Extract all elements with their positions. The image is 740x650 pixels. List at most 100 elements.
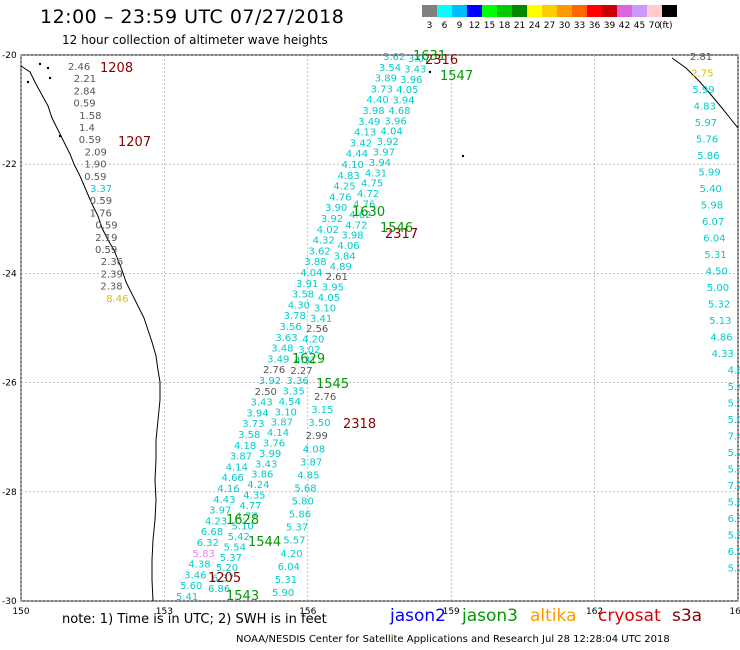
wave-height-value: 3.87: [271, 418, 293, 429]
colorbar-swatch: [527, 5, 542, 17]
lon-tick-label: 159: [443, 607, 460, 617]
pass-time-label: 1547: [440, 69, 473, 84]
wave-height-value: 4.24: [247, 480, 269, 491]
wave-height-value: 3.98: [362, 106, 384, 117]
wave-height-value: 2.27: [290, 366, 312, 377]
pass-time-label: 1546: [380, 221, 413, 236]
wave-height-value: 3.78: [284, 311, 306, 322]
wave-height-value: 3.10: [314, 303, 336, 314]
island-dot: [48, 76, 52, 80]
wave-height-value: 2.21: [74, 74, 96, 85]
colorbar-swatch: [617, 5, 632, 17]
wave-height-value: 5.2: [728, 448, 740, 459]
wave-height-value: 4.13: [354, 128, 376, 139]
colorbar-label: 3: [426, 21, 433, 31]
wave-height-value: 6.32: [197, 538, 219, 549]
wave-height-value: 5.31: [275, 575, 297, 586]
wave-height-value: 4.16: [217, 484, 239, 495]
wave-height-value: 3.62: [383, 52, 405, 63]
lat-tick-label: -30: [2, 597, 17, 607]
wave-height-value: 5.54: [224, 542, 246, 553]
legend-s3a: s3a: [672, 606, 703, 626]
wave-height-value: 5.37: [286, 523, 308, 534]
pass-time-label: 1630: [352, 205, 385, 220]
wave-height-value: 4.50: [706, 267, 728, 278]
wave-height-value: 6.37: [212, 574, 234, 585]
colorbar-label: 33: [573, 21, 586, 31]
wave-height-value: 5.97: [695, 118, 717, 129]
colorbar-label: 12: [468, 21, 481, 31]
wave-height-value: 4.32: [313, 236, 335, 247]
wave-height-value: 3.87: [230, 452, 252, 463]
australia-coastline: [20, 65, 161, 602]
wave-height-value: 4.38: [188, 560, 210, 571]
colorbar-swatch: [437, 5, 452, 17]
wave-height-value: 0.59: [73, 99, 95, 110]
pass-time-label: 1629: [292, 352, 325, 367]
wave-height-value: 5.57: [283, 536, 305, 547]
colorbar-label: 18: [498, 21, 511, 31]
wave-height-value: 3.76: [263, 439, 285, 450]
legend-cryosat: cryosat: [598, 606, 661, 626]
wave-height-value: 4.04: [300, 268, 322, 279]
wave-height-value: 2.76: [314, 392, 336, 403]
wave-height-value: 3.94: [369, 158, 391, 169]
wave-height-value: 1.90: [84, 160, 106, 171]
colorbar-swatch: [557, 5, 572, 17]
map-subtitle: 12 hour collection of altimeter wave hei…: [62, 33, 328, 47]
island-dot: [26, 80, 30, 84]
wave-height-value: 4.43: [213, 495, 235, 506]
pass-time-label: 2316: [425, 53, 458, 68]
wave-height-value: 5.32: [708, 300, 730, 311]
lon-tick-label: 150: [12, 607, 29, 617]
wave-height-value: 2.56: [306, 324, 328, 335]
colorbar-swatch: [632, 5, 647, 17]
wave-height-value: 5.68: [294, 483, 316, 494]
wave-height-value: 5.86: [289, 510, 311, 521]
colorbar-label: 70: [648, 21, 661, 31]
wave-height-value: 5.00: [707, 283, 729, 294]
pass-time-label: 1631: [413, 49, 446, 64]
wave-height-value: 3.43: [404, 64, 426, 75]
wave-height-value: 5.42: [228, 532, 250, 543]
pass-time-label: 1205: [208, 571, 241, 586]
wave-height-value: 4.14: [226, 462, 248, 473]
wave-height-value: 1.58: [79, 111, 101, 122]
wave-height-value: 3.97: [373, 148, 395, 159]
wave-height-value: 3.89: [375, 74, 397, 85]
lon-tick-label: 153: [156, 607, 173, 617]
wave-height-value: 0.59: [90, 196, 112, 207]
colorbar-swatch: [422, 5, 437, 17]
wave-height-value: 3.86: [251, 470, 273, 481]
wave-height-value: 3.87: [300, 457, 322, 468]
wave-height-value: 2.50: [255, 387, 277, 398]
wave-height-value: 5.90: [272, 588, 294, 599]
wave-height-value: 4.10: [342, 160, 364, 171]
pass-time-label: 1208: [100, 61, 133, 76]
wave-height-value: 3.46: [184, 570, 206, 581]
wave-height-value: 4.85: [297, 470, 319, 481]
wave-height-value: 3.96: [384, 116, 406, 127]
wave-height-value: 3.94: [392, 96, 414, 107]
wave-height-value: 3.56: [280, 322, 302, 333]
wave-height-value: 6.07: [702, 217, 724, 228]
wave-height-value: 3.96: [400, 75, 422, 86]
lon-tick-label: 165: [729, 607, 740, 617]
lat-tick-label: -26: [2, 379, 17, 389]
pass-time-label: 1207: [118, 135, 151, 150]
wave-height-value: 5.9: [728, 531, 740, 542]
wave-height-value: 2.09: [85, 147, 107, 158]
wave-height-value: 5.37: [220, 553, 242, 564]
wave-height-value: 4.20: [302, 335, 324, 346]
colorbar-label: 27: [543, 21, 556, 31]
credit-line: NOAA/NESDIS Center for Satellite Applica…: [236, 634, 670, 645]
wave-height-value: 2.75: [691, 69, 713, 80]
wave-height-value: 4.72: [345, 220, 367, 231]
wave-height-value: 2.46: [68, 62, 90, 73]
wave-height-value: 3.43: [251, 398, 273, 409]
wave-height-value: 4.31: [294, 355, 316, 366]
wave-height-value: 6.04: [703, 234, 725, 245]
wave-height-value: 3.84: [333, 251, 355, 262]
wave-height-value: 5.41: [176, 592, 198, 603]
wave-height-value: 3.58: [238, 430, 260, 441]
